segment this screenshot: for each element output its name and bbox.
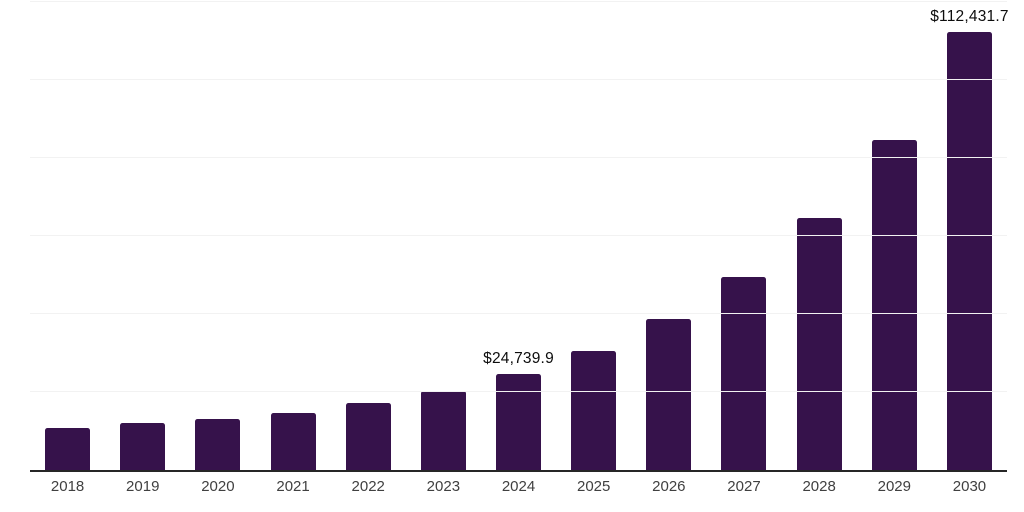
bar-2030 [946,31,992,470]
bar-2024 [496,373,542,470]
bar-slot-2026 [631,2,706,470]
x-tick-2018: 2018 [50,478,85,495]
bar-slot-2027 [706,2,781,470]
bar-2027 [721,276,767,470]
x-tick-2030: 2030 [952,478,987,495]
x-tick-2024: 2024 [501,478,536,495]
x-tick-2026: 2026 [652,478,686,495]
bar-slot-2024: $24,739.9 [481,2,556,470]
x-tick-2027: 2027 [727,478,761,495]
data-label-2024: $24,739.9 [483,349,554,367]
gridline [30,235,1007,236]
bar-slot-2019 [105,2,180,470]
gridline [30,79,1007,80]
x-tick-2019: 2019 [126,478,160,495]
bar-2028 [796,218,842,470]
gridline [30,391,1007,393]
x-tick-2023: 2023 [426,478,461,495]
bar-slot-2020 [180,2,255,470]
gridline [30,1,1007,2]
x-tick-2029: 2029 [877,478,911,495]
bar-slot-2022 [331,2,406,470]
x-tick-2028: 2028 [802,478,836,495]
bar-slot-2029 [857,2,932,470]
data-label-2030: $112,431.7 [930,7,1009,25]
bar-slot-2023 [406,2,481,470]
x-tick-2022: 2022 [351,478,385,495]
bar-2022 [345,403,391,470]
bar-2019 [120,422,166,470]
bar-slot-2021 [255,2,330,470]
bar-2026 [646,319,692,470]
x-tick-2020: 2020 [201,478,235,495]
plot-area: $24,739.9 $112,431.7 [30,1,1009,472]
x-axis: 2018 2019 2020 2021 2022 2023 2024 2025 2026 2027… [30,478,1007,495]
bar-2020 [195,419,241,470]
bar-slot-2028 [782,2,857,470]
bar-2018 [45,427,91,470]
bars-row: $24,739.9 $112,431.7 [30,2,1009,470]
x-tick-2021: 2021 [276,478,310,495]
bar-slot-2018 [30,2,105,470]
bar-2029 [871,139,917,470]
x-tick-2025: 2025 [576,478,611,495]
bar-2025 [571,351,617,470]
gridline [30,313,1007,315]
gridline [30,157,1007,159]
bar-2021 [270,413,316,470]
bar-slot-2025 [556,2,631,470]
bar-2023 [420,391,466,470]
bar-slot-2030: $112,431.7 [930,2,1009,470]
